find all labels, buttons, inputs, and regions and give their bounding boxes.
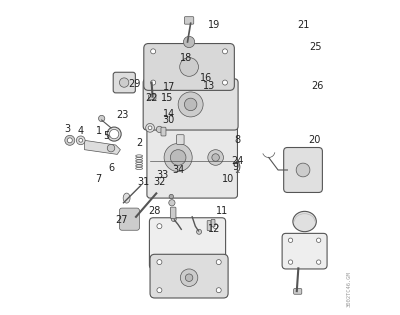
Text: 16: 16 [200, 73, 212, 83]
FancyBboxPatch shape [161, 127, 166, 136]
Circle shape [151, 49, 156, 54]
Circle shape [213, 224, 218, 229]
Text: 15: 15 [161, 93, 174, 103]
FancyBboxPatch shape [282, 233, 327, 269]
Circle shape [98, 115, 105, 122]
Circle shape [169, 200, 175, 206]
Text: 1: 1 [96, 126, 102, 136]
Circle shape [212, 154, 219, 161]
Circle shape [157, 258, 162, 263]
Circle shape [184, 98, 197, 111]
Circle shape [146, 123, 154, 132]
Circle shape [151, 80, 156, 85]
FancyBboxPatch shape [184, 17, 194, 24]
FancyBboxPatch shape [176, 135, 184, 144]
Text: 18: 18 [180, 53, 192, 63]
Text: 34: 34 [172, 165, 184, 175]
Circle shape [316, 238, 321, 243]
FancyBboxPatch shape [207, 220, 211, 231]
Circle shape [156, 126, 162, 133]
Circle shape [316, 260, 321, 264]
Text: 31: 31 [138, 177, 150, 187]
Circle shape [157, 288, 162, 293]
Text: 32: 32 [153, 177, 166, 187]
Circle shape [171, 216, 176, 221]
Ellipse shape [123, 193, 130, 203]
Ellipse shape [293, 211, 316, 232]
Circle shape [196, 229, 202, 234]
Text: 23: 23 [116, 110, 128, 120]
Text: 12: 12 [208, 224, 220, 234]
Text: 30: 30 [163, 115, 175, 125]
FancyBboxPatch shape [150, 254, 228, 298]
Circle shape [169, 194, 174, 199]
Text: 6: 6 [108, 163, 114, 174]
Circle shape [180, 58, 198, 76]
Text: 25: 25 [309, 42, 322, 52]
Circle shape [208, 150, 224, 165]
Text: 29: 29 [128, 79, 141, 89]
Text: 7: 7 [96, 175, 102, 184]
Circle shape [79, 139, 83, 142]
Text: 13: 13 [203, 81, 216, 91]
Text: 4: 4 [78, 126, 84, 136]
Text: 3: 3 [64, 124, 70, 135]
Circle shape [107, 144, 115, 152]
Text: 26: 26 [311, 81, 323, 91]
Text: 3002TC46.GM: 3002TC46.GM [346, 272, 352, 307]
Circle shape [170, 150, 186, 165]
Circle shape [157, 260, 162, 265]
Circle shape [222, 49, 228, 54]
Circle shape [110, 129, 119, 139]
FancyBboxPatch shape [113, 72, 135, 93]
Text: 10: 10 [222, 175, 234, 184]
Text: 21: 21 [297, 20, 309, 30]
Circle shape [216, 288, 221, 293]
Circle shape [296, 163, 310, 177]
Text: 5: 5 [103, 131, 110, 140]
Circle shape [120, 78, 129, 87]
Text: 22: 22 [145, 93, 158, 103]
Text: 11: 11 [216, 206, 228, 215]
Polygon shape [84, 140, 120, 154]
Text: 19: 19 [208, 20, 220, 30]
Text: 33: 33 [156, 170, 169, 180]
Ellipse shape [107, 127, 121, 141]
Text: 14: 14 [163, 109, 175, 119]
FancyBboxPatch shape [150, 218, 226, 269]
Text: 28: 28 [148, 206, 161, 215]
FancyBboxPatch shape [170, 207, 176, 218]
Text: 27: 27 [116, 215, 128, 225]
FancyBboxPatch shape [120, 208, 140, 230]
FancyBboxPatch shape [284, 147, 322, 192]
Text: 9: 9 [233, 162, 239, 172]
Circle shape [213, 258, 218, 263]
Circle shape [164, 143, 192, 172]
Text: 8: 8 [234, 135, 240, 145]
Circle shape [76, 136, 85, 145]
FancyBboxPatch shape [143, 79, 238, 130]
FancyBboxPatch shape [211, 219, 215, 227]
Circle shape [288, 238, 293, 243]
Circle shape [65, 135, 75, 145]
FancyBboxPatch shape [294, 289, 302, 294]
Circle shape [67, 138, 72, 143]
Circle shape [148, 126, 152, 130]
Circle shape [157, 224, 162, 229]
FancyBboxPatch shape [148, 95, 156, 100]
Circle shape [185, 274, 193, 281]
FancyBboxPatch shape [144, 43, 234, 90]
Circle shape [222, 80, 228, 85]
Text: 17: 17 [162, 82, 175, 92]
Text: 2: 2 [136, 139, 142, 148]
Circle shape [178, 92, 203, 117]
Circle shape [216, 260, 221, 265]
Circle shape [180, 269, 198, 286]
FancyBboxPatch shape [147, 120, 238, 198]
Circle shape [184, 36, 195, 48]
Circle shape [288, 260, 293, 264]
Text: 20: 20 [308, 135, 320, 145]
Text: 24: 24 [231, 156, 244, 166]
